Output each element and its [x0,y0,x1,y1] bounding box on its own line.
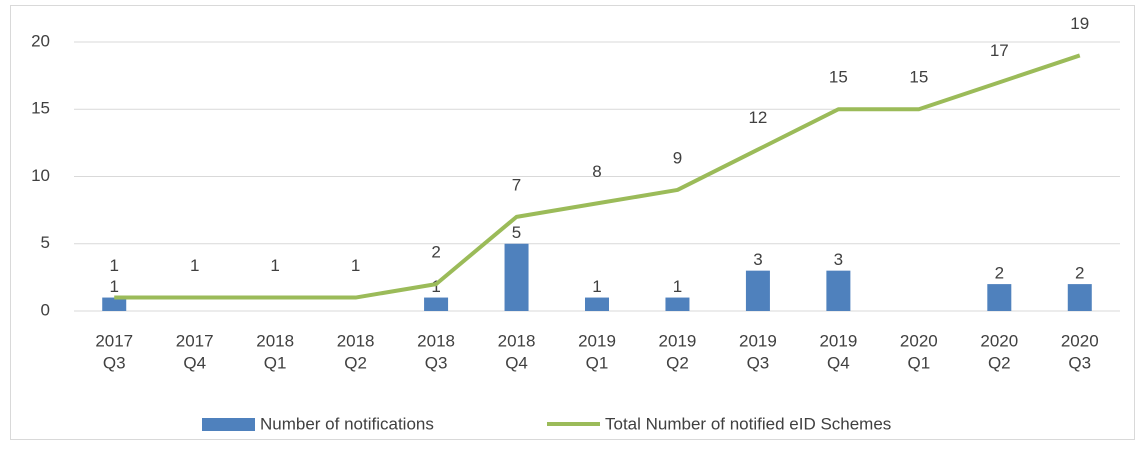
line-value-label: 1 [190,256,199,275]
bar-value-label: 3 [753,250,762,269]
x-tick-label: 2019 [578,331,616,350]
line-value-label: 7 [512,175,521,194]
line [114,53,1081,300]
x-tick-label: 2019 [659,331,697,350]
chart-border [10,5,1135,440]
x-tick-label: 2020 [1061,331,1099,350]
bar [826,270,851,311]
bar [987,284,1012,311]
legend-swatch [202,418,255,431]
bar [424,297,449,311]
y-tick-label: 20 [31,31,50,50]
x-tick-label: Q1 [586,353,609,372]
x-tick-label: Q2 [666,353,689,372]
line-value-label: 2 [431,243,440,262]
bar-value-label: 1 [109,277,118,296]
x-tick-label: Q1 [264,353,287,372]
x-tick-label: 2017 [176,331,214,350]
bar [102,297,127,311]
legend-label: Number of notifications [260,414,434,433]
line-value-label: 1 [270,256,279,275]
bar [665,297,690,311]
line-value-label: 17 [990,41,1009,60]
x-tick-label: 2019 [739,331,777,350]
line-value-label: 8 [592,162,601,181]
line-value-label: 9 [673,148,682,167]
x-tick-label: Q3 [425,353,448,372]
x-tick-label: 2018 [337,331,375,350]
x-tick-label: Q3 [747,353,770,372]
x-tick-label: Q4 [827,353,850,372]
line-value-label: 15 [829,68,848,87]
x-tick-label: Q1 [908,353,931,372]
bar [504,243,529,311]
bar-value-label: 2 [1075,264,1084,283]
y-tick-label: 0 [41,300,50,319]
x-tick-label: Q4 [183,353,206,372]
bar [585,297,609,311]
x-tick-label: 2018 [498,331,536,350]
bar-value-label: 5 [512,223,521,242]
bar [745,270,770,311]
line-value-label: 15 [909,68,928,87]
line-value-label: 12 [748,108,767,127]
line-value-label: 19 [1070,14,1089,33]
bar-value-label: 2 [995,264,1004,283]
x-tick-label: 2017 [95,331,133,350]
x-tick-label: Q3 [103,353,126,372]
x-tick-label: 2020 [900,331,938,350]
y-tick-label: 10 [31,166,50,185]
line-value-label: 1 [351,256,360,275]
x-tick-label: Q2 [344,353,367,372]
x-tick-label: 2019 [819,331,857,350]
y-tick-label: 5 [41,233,50,252]
legend-label: Total Number of notified eID Schemes [605,414,891,433]
y-tick-label: 15 [31,99,50,118]
bar [1067,284,1092,311]
bar-value-label: 3 [834,250,843,269]
x-tick-label: Q3 [1068,353,1091,372]
x-tick-label: Q2 [988,353,1011,372]
bar-value-label: 1 [431,277,440,296]
x-tick-label: 2020 [980,331,1018,350]
x-tick-label: 2018 [256,331,294,350]
x-tick-label: Q4 [505,353,528,372]
line-value-label: 1 [109,256,118,275]
bar-value-label: 1 [673,277,682,296]
x-tick-label: 2018 [417,331,455,350]
bar-value-label: 1 [592,277,601,296]
